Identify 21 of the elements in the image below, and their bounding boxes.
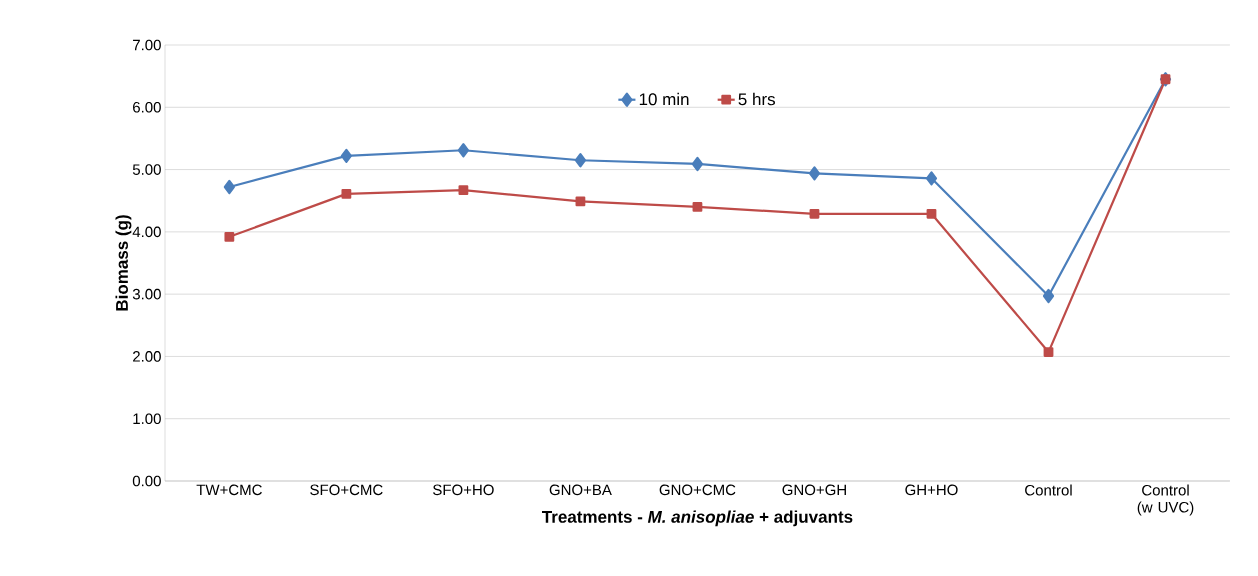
x-tick-label: TW+CMC [196, 484, 262, 496]
y-tick-label: 3.00 [132, 288, 161, 300]
x-tick-label: GH+HO [905, 484, 958, 496]
y-tick-label: 2.00 [133, 351, 161, 362]
legend-label: 10 min [639, 92, 689, 106]
x-tick-label: GNO+GH [782, 484, 846, 496]
y-tick-label: 1.00 [133, 413, 161, 425]
y-tick-label: 7.00 [133, 39, 161, 51]
y-tick-label: 0.00 [132, 475, 161, 487]
y-tick-label: 4.00 [132, 226, 161, 238]
y-tick-label: 6.00 [133, 101, 161, 113]
x-tick-label: Control [1025, 484, 1072, 496]
x-tick-label: GNO+BA [549, 484, 612, 496]
x-tick-label: SFO+HO [433, 484, 494, 496]
x-tick-label: SFO+CMC [310, 484, 383, 496]
y-axis-title: Biomass (g) [115, 215, 132, 311]
y-tick-label: 5.00 [132, 164, 161, 175]
legend-label: 5 hrs [738, 92, 775, 106]
x-tick-label: GNO+CMC [659, 484, 736, 496]
x-tick-label: Control (w UVC) [1137, 484, 1194, 516]
x-axis-title: Treatments - M. anisopliae + adjuvants [541, 510, 853, 527]
